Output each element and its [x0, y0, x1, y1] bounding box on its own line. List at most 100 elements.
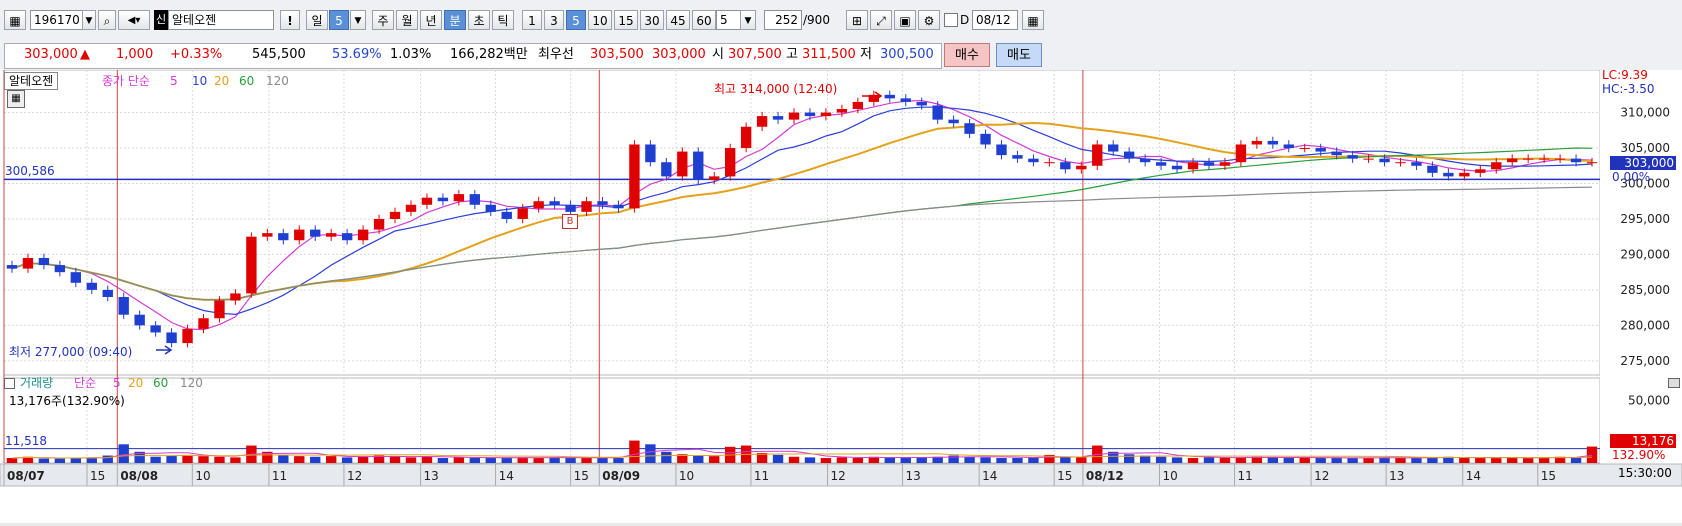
volume-bar [1443, 456, 1454, 463]
period-button-3[interactable]: 년 [420, 10, 442, 30]
period-button-4[interactable]: 분 [444, 10, 466, 30]
volume-bar [437, 458, 449, 463]
period-button-2[interactable]: 월 [396, 10, 418, 30]
trade-amount: 166,282백만 [450, 47, 528, 62]
ma-line-5 [11, 99, 1593, 331]
volume-bar [1491, 458, 1502, 463]
candle-body [1060, 162, 1071, 170]
alert-button[interactable]: ! [280, 10, 300, 30]
interval-button-45[interactable]: 45 [666, 10, 690, 30]
candle-body [22, 257, 34, 269]
change-arrow: ▲ [80, 47, 90, 62]
volume-current-tag: 13,176 [1610, 434, 1676, 448]
x-tick-label: 12 [1314, 469, 1329, 483]
volume-bar [182, 454, 193, 463]
date-input[interactable]: 08/12 [972, 10, 1018, 30]
x-tick-label: 15 [1541, 469, 1556, 483]
candle-body [868, 94, 880, 102]
layout-icon[interactable]: ▦ [4, 10, 26, 30]
candle-body [916, 101, 927, 106]
volume-bar [102, 455, 113, 463]
volume-panel-toggle[interactable] [4, 378, 15, 389]
candle-body [693, 151, 704, 180]
candle-body [709, 176, 720, 180]
candle-body [645, 144, 656, 163]
volume-panel-collapse[interactable] [1668, 378, 1680, 388]
volume-bar [389, 456, 401, 463]
volume-bars [6, 440, 1598, 463]
count-dropdown-icon[interactable]: ▼ [740, 10, 756, 30]
period-day-num[interactable]: 5 [329, 10, 349, 30]
search-icon[interactable]: ⌕ [98, 10, 116, 30]
chart-settings-icon[interactable]: ⊞ [846, 10, 868, 30]
table-icon[interactable]: ▦ [7, 90, 25, 108]
candle-body [724, 148, 736, 177]
low-price: 300,500 [880, 47, 934, 62]
sell-button[interactable]: 매도 [996, 43, 1042, 67]
period-button-6[interactable]: 틱 [492, 10, 514, 30]
volume-bar [549, 457, 560, 463]
volume-bar [900, 458, 911, 463]
gear-icon[interactable]: ⚙ [918, 10, 940, 30]
candle-body [150, 325, 161, 333]
buy-signal-marker: B [562, 214, 578, 229]
interval-button-30[interactable]: 30 [640, 10, 664, 30]
candle-body [38, 257, 50, 266]
volume-bar [70, 458, 82, 463]
volume-bar [1139, 455, 1151, 463]
interval-button-5[interactable]: 5 [566, 10, 586, 30]
candle-body [437, 197, 449, 202]
buy-button[interactable]: 매수 [944, 43, 990, 67]
candle-body [246, 236, 257, 294]
volume-bar [836, 457, 848, 463]
candle-body [1123, 151, 1135, 159]
interval-button-1[interactable]: 1 [522, 10, 542, 30]
price-volume-chart[interactable]: 275,000 280,000 285,000 290,000 295,000 300,0… [0, 69, 1682, 523]
stock-legend-label[interactable]: 알테오젠 [4, 72, 59, 90]
candle-body [1363, 158, 1374, 160]
d-checkbox[interactable] [944, 13, 958, 27]
volume-bar [38, 458, 50, 463]
volume-bar [1554, 456, 1566, 463]
save-icon[interactable]: ▣ [894, 10, 916, 30]
credit-badge: 신 [154, 10, 168, 30]
x-axis: 08/07 15 08/08 10 11 12 13 14 15 08/09 10 11 12 13 14 1… [0, 463, 1682, 487]
candle-body [629, 144, 640, 209]
candle-body [1507, 158, 1518, 163]
period-button-1[interactable]: 주 [372, 10, 394, 30]
volume-bar [804, 457, 816, 463]
code-dropdown-icon[interactable]: ▼ [82, 10, 96, 30]
speaker-icon[interactable]: ◀▾ [118, 10, 150, 30]
chart-area[interactable]: 275,000 280,000 285,000 290,000 295,000 300,0… [0, 68, 1682, 523]
candle-body [1251, 140, 1263, 145]
candle-body [1092, 144, 1103, 166]
x-tick-label: 11 [754, 469, 769, 483]
volume-bar [501, 457, 512, 463]
candle-body [1586, 162, 1598, 164]
calendar-icon[interactable]: ▦ [1022, 10, 1044, 30]
volume-bar [1379, 457, 1390, 463]
trendline-icon[interactable]: ⤢ [870, 10, 892, 30]
candle-body [1283, 144, 1294, 149]
change-value: 1,000 [116, 47, 154, 62]
interval-button-3[interactable]: 3 [544, 10, 564, 30]
candle-body [102, 289, 113, 297]
volume-bar [357, 456, 369, 463]
count-input[interactable]: 252 [764, 10, 802, 30]
period-button-5[interactable]: 초 [468, 10, 490, 30]
low-label: 저 [860, 47, 872, 62]
stock-name-field[interactable]: 알테오젠 [168, 10, 274, 30]
period-dropdown-icon[interactable]: ▼ [350, 10, 366, 30]
interval-button-60[interactable]: 60 [692, 10, 716, 30]
volume-bar [310, 456, 321, 463]
interval-button-10[interactable]: 10 [588, 10, 612, 30]
interval-button-15[interactable]: 15 [614, 10, 638, 30]
volume-bar [1283, 458, 1294, 463]
volume-tick-label: 50,000 [1628, 394, 1670, 408]
ma-legend-label: 종가 단순 [102, 74, 150, 88]
current-pct-tag: 0.00% [1612, 170, 1651, 184]
volume-ma-120: 120 [180, 376, 203, 390]
volume-bar [868, 456, 880, 463]
period-day-button[interactable]: 일 [306, 10, 328, 30]
candle-body [820, 112, 832, 117]
